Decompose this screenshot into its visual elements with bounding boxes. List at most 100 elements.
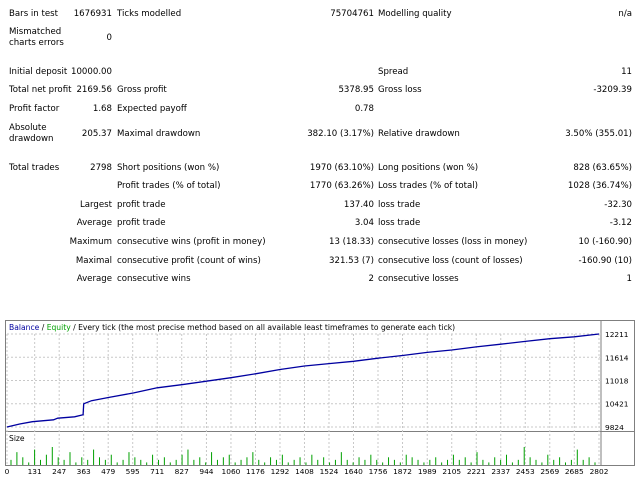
y-axis: 12211 11614 11018 10421 9824 xyxy=(605,330,629,432)
balance-line xyxy=(6,333,600,428)
deposit-label: Initial deposit xyxy=(9,67,68,77)
total-trades-label: Total trades xyxy=(9,163,60,173)
x-tick-label: 2569 xyxy=(540,467,559,476)
average-profit-value: 3.04 xyxy=(354,218,374,228)
bars-label: Bars in test xyxy=(9,9,58,19)
x-tick-label: 595 xyxy=(126,467,140,476)
average-label: Average xyxy=(76,218,112,228)
x-tick-label: 2685 xyxy=(565,467,584,476)
spread-label: Spread xyxy=(378,67,409,77)
quality-label: Modelling quality xyxy=(378,9,452,19)
largest-loss-value: -32.30 xyxy=(604,200,632,210)
balance-chart: Balance / Equity / Every tick (the most … xyxy=(5,320,635,476)
average-loss-label: loss trade xyxy=(378,218,421,228)
y-tick-label: 12211 xyxy=(605,330,629,339)
relative-drawdown-label: Relative drawdown xyxy=(378,129,460,139)
x-tick-label: 2221 xyxy=(467,467,486,476)
maximal-consecutive-loss-value: -160.90 (10) xyxy=(578,256,632,266)
y-tick-label: 11614 xyxy=(605,353,629,362)
loss-trades-value: 1028 (36.74%) xyxy=(567,181,632,191)
long-positions-label: Long positions (won %) xyxy=(378,163,479,173)
gross-profit-label: Gross profit xyxy=(117,85,167,95)
average-consecutive-losses-label: consecutive losses xyxy=(378,274,459,284)
ticks-label: Ticks modelled xyxy=(117,9,182,19)
x-tick-label: 247 xyxy=(52,467,66,476)
x-axis: 0 131 247 363 479 595 711 827 944 1060 1176 1292 140… xyxy=(5,467,608,476)
x-tick-label: 1524 xyxy=(320,467,339,476)
largest-label: Largest xyxy=(79,200,112,210)
size-series xyxy=(10,447,596,465)
max-consecutive-wins-label: consecutive wins (profit in money) xyxy=(117,237,266,247)
x-tick-label: 1756 xyxy=(369,467,388,476)
y-tick-label: 9824 xyxy=(605,423,624,432)
bars-value: 1676931 xyxy=(73,9,112,19)
x-tick-label: 1292 xyxy=(271,467,290,476)
profit-trades-value: 1770 (63.26%) xyxy=(309,181,374,191)
ticks-value: 75704761 xyxy=(330,9,374,19)
average-consecutive-label: Average xyxy=(76,274,112,284)
short-positions-value: 1970 (63.10%) xyxy=(309,163,374,173)
legend-separator: / xyxy=(39,323,46,332)
quality-value: n/a xyxy=(618,9,632,19)
mismatched-label-1: Mismatched xyxy=(9,27,62,37)
maximal-drawdown-label: Maximal drawdown xyxy=(117,129,201,139)
maximal-drawdown-value: 382.10 (3.17%) xyxy=(307,129,374,139)
size-title: Size xyxy=(9,434,25,443)
x-tick-label: 1872 xyxy=(393,467,412,476)
max-consecutive-wins-value: 13 (18.33) xyxy=(329,237,374,247)
mismatched-label-2: charts errors xyxy=(9,38,64,48)
spread-value: 11 xyxy=(621,67,632,77)
relative-drawdown-value: 3.50% (355.01) xyxy=(565,129,632,139)
max-consecutive-losses-label: consecutive losses (loss in money) xyxy=(378,237,528,247)
gross-loss-label: Gross loss xyxy=(378,85,422,95)
absolute-drawdown-label-1: Absolute xyxy=(9,123,47,133)
x-tick-label: 711 xyxy=(150,467,164,476)
x-tick-label: 1060 xyxy=(222,467,241,476)
y-tick-label: 11018 xyxy=(605,376,629,385)
maximal-label: Maximal xyxy=(75,256,112,266)
largest-loss-label: loss trade xyxy=(378,200,421,210)
equity-legend: Equity xyxy=(47,323,72,332)
x-tick-label: 479 xyxy=(101,467,115,476)
maximal-consecutive-profit-label: consecutive profit (count of wins) xyxy=(117,256,261,266)
largest-profit-value: 137.40 xyxy=(343,200,374,210)
balance-legend: Balance xyxy=(9,323,40,332)
y-tick-label: 10421 xyxy=(605,400,629,409)
average-profit-label: profit trade xyxy=(117,218,166,228)
expected-payoff-label: Expected payoff xyxy=(117,104,187,114)
x-tick-label: 944 xyxy=(199,467,213,476)
average-consecutive-losses-value: 1 xyxy=(626,274,632,284)
net-profit-value: 2169.56 xyxy=(76,85,112,95)
x-tick-label: 2105 xyxy=(442,467,461,476)
x-tick-label: 131 xyxy=(28,467,42,476)
x-tick-label: 2337 xyxy=(491,467,510,476)
gross-profit-value: 5378.95 xyxy=(338,85,374,95)
total-trades-value: 2798 xyxy=(90,163,112,173)
x-tick-label: 2802 xyxy=(590,467,609,476)
x-tick-label: 0 xyxy=(5,467,10,476)
average-consecutive-wins-label: consecutive wins xyxy=(117,274,191,284)
average-loss-value: -3.12 xyxy=(609,218,632,228)
x-tick-label: 827 xyxy=(175,467,189,476)
profit-factor-value: 1.68 xyxy=(92,104,112,114)
chart-header: Balance / Equity / Every tick (the most … xyxy=(9,323,455,332)
long-positions-value: 828 (63.65%) xyxy=(573,163,632,173)
grid xyxy=(6,333,601,466)
x-tick-label: 1640 xyxy=(344,467,363,476)
absolute-drawdown-value: 205.37 xyxy=(81,129,112,139)
profit-factor-label: Profit factor xyxy=(9,104,60,114)
maximal-consecutive-profit-value: 321.53 (7) xyxy=(329,256,374,266)
max-consecutive-losses-value: 10 (-160.90) xyxy=(578,237,632,247)
maximum-label: Maximum xyxy=(69,237,112,247)
average-consecutive-wins-value: 2 xyxy=(368,274,374,284)
x-tick-label: 1989 xyxy=(418,467,437,476)
gross-loss-value: -3209.39 xyxy=(593,85,632,95)
x-tick-label: 2453 xyxy=(516,467,535,476)
short-positions-label: Short positions (won %) xyxy=(117,163,220,173)
balance-series xyxy=(6,333,600,428)
x-tick-label: 1408 xyxy=(295,467,314,476)
net-profit-label: Total net profit xyxy=(9,85,72,95)
main-plot-frame xyxy=(5,320,635,432)
deposit-value: 10000.00 xyxy=(70,67,112,77)
expected-payoff-value: 0.78 xyxy=(354,104,374,114)
